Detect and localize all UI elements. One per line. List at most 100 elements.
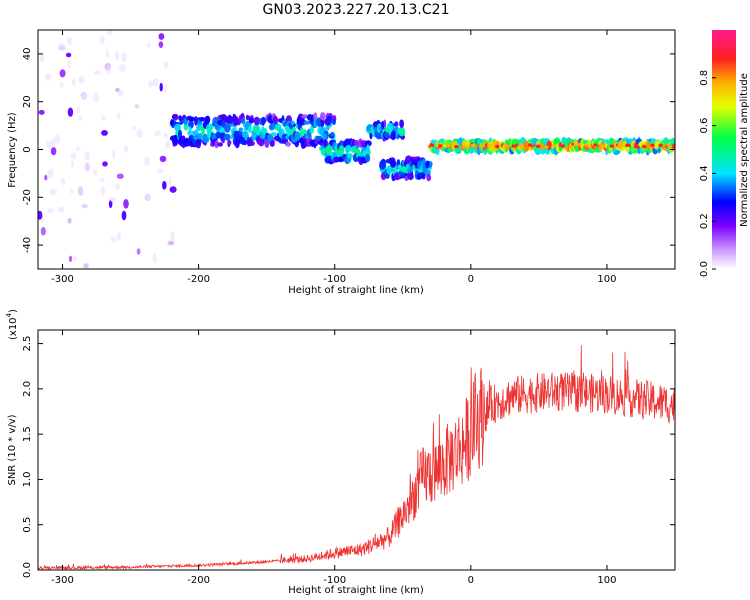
snr-scale-label: (x104) xyxy=(5,309,19,340)
colorbar-gradient xyxy=(712,30,736,269)
spectrogram-x-ticks: -300 -200 -100 0 100 xyxy=(51,30,616,285)
spectrogram-y-tick-label: 20 xyxy=(22,95,33,108)
spectrogram-cell xyxy=(77,186,84,197)
spectrogram-cell xyxy=(121,52,127,62)
spectrogram-cell xyxy=(58,43,66,49)
spectrogram-core-cell xyxy=(601,144,606,148)
spectrogram-y-label: Frequency (Hz) xyxy=(7,112,18,188)
spectrogram-cell xyxy=(47,208,54,214)
spectrogram-cell xyxy=(188,116,196,122)
spectrogram-core-cell xyxy=(585,143,590,147)
spectrogram-core-cell xyxy=(577,143,581,147)
spectrogram-core-cell xyxy=(487,144,492,148)
spectrogram-cell xyxy=(430,139,438,144)
spectrogram-cell xyxy=(241,117,246,125)
spectrogram-cell xyxy=(99,178,105,183)
snr-y-tick-label: 0.5 xyxy=(22,517,33,533)
spectrogram-cell xyxy=(183,122,189,131)
spectrogram-cell xyxy=(214,140,219,149)
svg-text:(x104): (x104) xyxy=(5,309,19,340)
snr-scale-prefix: (x10 xyxy=(8,317,19,340)
spectrogram-cell xyxy=(81,203,88,209)
spectrogram-cell xyxy=(67,217,72,224)
spectrogram-cell xyxy=(117,232,122,241)
snr-frame xyxy=(37,329,676,571)
spectrogram-cell xyxy=(398,127,406,137)
spectrogram-cell xyxy=(271,132,277,137)
snr-x-tick-label: 0 xyxy=(468,575,474,586)
spectrogram-cell xyxy=(164,84,168,94)
snr-y-tick-label: 2.5 xyxy=(22,336,33,352)
spectrogram-cell xyxy=(162,180,167,190)
colorbar-tick-label: 0.2 xyxy=(699,213,710,229)
spectrogram-cell xyxy=(234,138,240,149)
spectrogram-core-cell xyxy=(536,144,541,148)
snr-marks xyxy=(38,345,675,570)
spectrogram-cell xyxy=(163,60,169,69)
spectrogram-cell xyxy=(353,139,360,146)
spectrogram-cell xyxy=(323,139,328,147)
spectrogram-core-cell xyxy=(658,143,663,147)
spectrogram-cell xyxy=(425,160,430,169)
snr-x-tick-label: -100 xyxy=(323,575,346,586)
spectrogram-cell xyxy=(248,117,255,124)
spectrogram-cell xyxy=(262,128,268,134)
spectrogram-cell xyxy=(101,115,106,121)
snr-x-tick-label: -300 xyxy=(51,575,74,586)
spectrogram-cell xyxy=(110,236,117,243)
spectrogram-cell xyxy=(101,130,108,136)
spectrogram-cell xyxy=(49,138,56,147)
spectrogram-cell xyxy=(78,75,85,84)
spectrogram-cell xyxy=(168,176,172,186)
spectrogram-cell xyxy=(399,119,404,128)
spectrogram-cell xyxy=(364,140,372,147)
spectrogram-cell xyxy=(173,113,179,121)
spectrogram-cell xyxy=(246,138,253,147)
spectrogram-cell xyxy=(158,33,165,40)
spectrogram-cell xyxy=(390,159,397,168)
spectrogram-cell xyxy=(38,109,45,115)
spectrogram-cell xyxy=(117,89,124,97)
spectrogram-core-cell xyxy=(626,143,630,147)
spectrogram-cell xyxy=(159,155,167,163)
snr-y-tick-label: 1.0 xyxy=(22,471,33,487)
spectrogram-cell xyxy=(68,255,73,262)
snr-panel: -300 -200 -100 0 100 0.0 0.5 1.0 1.5 2.0 2.5 Heig… xyxy=(5,309,676,596)
spectrogram-cell xyxy=(227,140,232,146)
spectrogram-core-cell xyxy=(430,143,434,147)
snr-y-tick-label: 1.5 xyxy=(22,426,33,442)
spectrogram-cell xyxy=(645,141,652,149)
spectrogram-core-cell xyxy=(528,143,532,147)
spectrogram-cell xyxy=(196,133,202,140)
spectrogram-cell xyxy=(381,120,385,130)
colorbar-label: Normalized spectral amplitude xyxy=(739,73,750,227)
spectrogram-cell xyxy=(174,123,181,132)
spectrogram-cell xyxy=(390,130,397,140)
colorbar-ticks: 0.0 0.2 0.4 0.6 0.8 xyxy=(699,70,716,277)
spectrogram-cell xyxy=(206,129,212,139)
spectrogram-cell xyxy=(108,200,113,209)
spectrogram-core-cell xyxy=(462,145,467,149)
spectrogram-cell xyxy=(59,69,66,78)
spectrogram-core-cell xyxy=(560,144,565,148)
spectrogram-cell xyxy=(650,138,656,146)
snr-y-ticks: 0.0 0.5 1.0 1.5 2.0 2.5 xyxy=(22,336,675,578)
spectrogram-core-cell xyxy=(470,144,475,147)
spectrogram-cell xyxy=(269,140,275,147)
snr-x-ticks: -300 -200 -100 0 100 xyxy=(51,330,616,586)
spectrogram-core-cell xyxy=(519,144,524,148)
spectrogram-cell xyxy=(322,133,328,142)
spectrogram-cell xyxy=(72,77,76,87)
spectrogram-cell xyxy=(238,127,244,132)
spectrogram-cell xyxy=(171,134,179,145)
spectrogram-core-cell xyxy=(479,144,483,148)
spectrogram-cell xyxy=(152,253,157,264)
spectrogram-cell xyxy=(53,134,61,144)
spectrogram-cell xyxy=(366,144,370,153)
spectrogram-cell xyxy=(58,206,65,213)
spectrogram-core-cell xyxy=(634,145,639,149)
spectrogram-cell xyxy=(124,145,129,154)
spectrogram-y-tick-label: -20 xyxy=(22,189,33,205)
spectrogram-cell xyxy=(248,126,252,133)
